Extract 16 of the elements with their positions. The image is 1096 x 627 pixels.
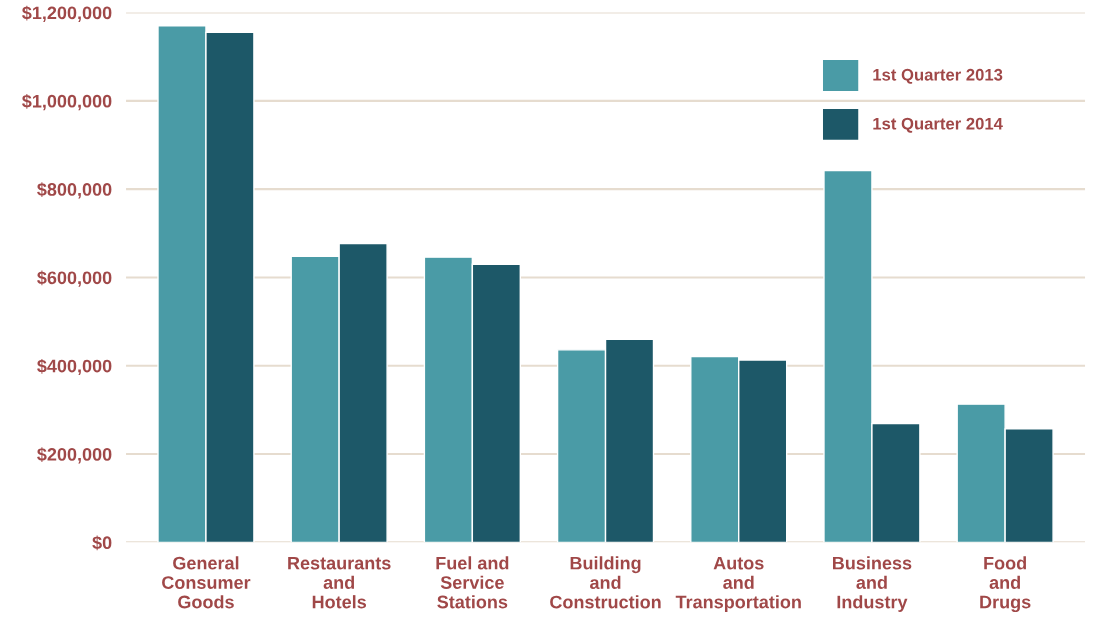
x-tick-label: General Consumer Goods <box>162 556 251 609</box>
x-tick-label: Restaurants and Hotels <box>288 556 391 609</box>
x-tick-label: Autos and Transportation <box>675 556 801 612</box>
x-tick-label: Food and Drugs <box>980 556 1031 613</box>
y-tick-label: $600,000 <box>37 270 112 287</box>
y-tick-label: $400,000 <box>37 358 112 376</box>
y-tick-label: $1,200,000 <box>22 5 112 22</box>
y-tick-label: $0 <box>92 535 112 551</box>
legend-label: 1st Quarter 2013 <box>873 68 1003 84</box>
x-tick-label: Fuel and Service Stations <box>436 556 509 609</box>
y-tick-label: $1,000,000 <box>22 93 112 111</box>
legend-label: 1st Quarter 2014 <box>873 117 1003 133</box>
y-tick-label: $200,000 <box>37 447 112 464</box>
y-tick-label: $800,000 <box>37 182 112 199</box>
x-tick-label: Business and Industry <box>833 556 912 612</box>
x-tick-label: Building and Construction <box>550 556 661 609</box>
